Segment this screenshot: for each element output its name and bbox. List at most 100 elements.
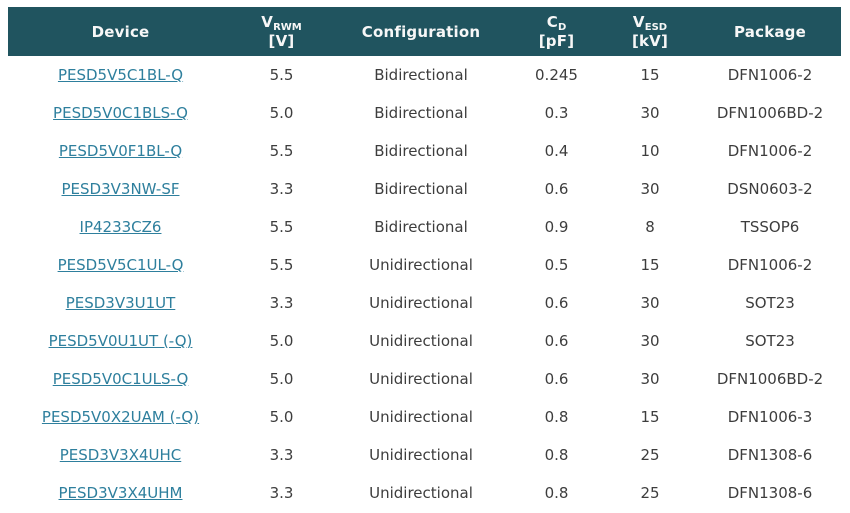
package-cell: DSN0603-2 bbox=[699, 170, 841, 208]
vrwm-cell: 5.5 bbox=[233, 132, 330, 170]
col-header-vesd: VESD [kV] bbox=[601, 7, 699, 56]
table-header: Device VRWM [V] Configuration CD [pF] VE… bbox=[8, 7, 841, 56]
device-link[interactable]: PESD3V3X4UHC bbox=[59, 446, 182, 464]
cd-subscript: D bbox=[557, 21, 567, 33]
table-body: PESD5V5C1BL-Q 5.5 Bidirectional 0.245 15… bbox=[8, 56, 841, 512]
vesd-cell: 30 bbox=[601, 322, 699, 360]
package-cell: DFN1006BD-2 bbox=[699, 360, 841, 398]
device-link[interactable]: PESD5V0U1UT (-Q) bbox=[48, 332, 193, 350]
vesd-cell: 25 bbox=[601, 436, 699, 474]
vesd-unit: [kV] bbox=[631, 31, 669, 50]
cd-cell: 0.8 bbox=[512, 474, 601, 512]
package-cell: DFN1006-2 bbox=[699, 246, 841, 284]
package-cell: DFN1006-2 bbox=[699, 132, 841, 170]
vrwm-cell: 3.3 bbox=[233, 436, 330, 474]
configuration-cell: Unidirectional bbox=[330, 322, 512, 360]
vrwm-cell: 5.0 bbox=[233, 322, 330, 360]
vesd-subscript: ESD bbox=[644, 21, 668, 33]
configuration-cell: Unidirectional bbox=[330, 246, 512, 284]
vesd-cell: 8 bbox=[601, 208, 699, 246]
package-cell: DFN1308-6 bbox=[699, 474, 841, 512]
vrwm-cell: 5.5 bbox=[233, 246, 330, 284]
vesd-cell: 30 bbox=[601, 284, 699, 322]
table-row: PESD3V3NW-SF 3.3 Bidirectional 0.6 30 DS… bbox=[8, 170, 841, 208]
package-cell: SOT23 bbox=[699, 284, 841, 322]
cd-cell: 0.8 bbox=[512, 436, 601, 474]
vesd-cell: 30 bbox=[601, 170, 699, 208]
vrwm-cell: 5.0 bbox=[233, 360, 330, 398]
vesd-cell: 15 bbox=[601, 56, 699, 94]
parametric-table: Device VRWM [V] Configuration CD [pF] VE… bbox=[8, 7, 841, 512]
configuration-cell: Unidirectional bbox=[330, 360, 512, 398]
table-row: PESD3V3U1UT 3.3 Unidirectional 0.6 30 SO… bbox=[8, 284, 841, 322]
device-cell: PESD5V0U1UT (-Q) bbox=[8, 322, 233, 360]
col-header-configuration: Configuration bbox=[330, 7, 512, 56]
configuration-cell: Unidirectional bbox=[330, 436, 512, 474]
header-row: Device VRWM [V] Configuration CD [pF] VE… bbox=[8, 7, 841, 56]
table-row: PESD5V0U1UT (-Q) 5.0 Unidirectional 0.6 … bbox=[8, 322, 841, 360]
device-cell: PESD5V0C1BLS-Q bbox=[8, 94, 233, 132]
device-link[interactable]: PESD3V3U1UT bbox=[65, 294, 176, 312]
cd-cell: 0.6 bbox=[512, 170, 601, 208]
cd-cell: 0.9 bbox=[512, 208, 601, 246]
device-link[interactable]: PESD5V5C1UL-Q bbox=[57, 256, 184, 274]
vrwm-cell: 3.3 bbox=[233, 284, 330, 322]
configuration-cell: Bidirectional bbox=[330, 94, 512, 132]
col-header-device: Device bbox=[8, 7, 233, 56]
device-link[interactable]: PESD5V0C1ULS-Q bbox=[52, 370, 189, 388]
configuration-cell: Bidirectional bbox=[330, 132, 512, 170]
vesd-cell: 15 bbox=[601, 398, 699, 436]
table-row: IP4233CZ6 5.5 Bidirectional 0.9 8 TSSOP6 bbox=[8, 208, 841, 246]
cd-cell: 0.6 bbox=[512, 322, 601, 360]
cd-cell: 0.4 bbox=[512, 132, 601, 170]
table-row: PESD5V0C1BLS-Q 5.0 Bidirectional 0.3 30 … bbox=[8, 94, 841, 132]
vesd-cell: 25 bbox=[601, 474, 699, 512]
vrwm-symbol: V bbox=[261, 12, 274, 31]
device-cell: PESD3V3X4UHM bbox=[8, 474, 233, 512]
col-header-vrwm: VRWM [V] bbox=[233, 7, 330, 56]
device-cell: IP4233CZ6 bbox=[8, 208, 233, 246]
device-link[interactable]: IP4233CZ6 bbox=[79, 218, 162, 236]
device-cell: PESD3V3NW-SF bbox=[8, 170, 233, 208]
device-cell: PESD5V0F1BL-Q bbox=[8, 132, 233, 170]
vrwm-cell: 3.3 bbox=[233, 170, 330, 208]
table-row: PESD5V5C1BL-Q 5.5 Bidirectional 0.245 15… bbox=[8, 56, 841, 94]
device-link[interactable]: PESD3V3NW-SF bbox=[61, 180, 180, 198]
cd-symbol: C bbox=[546, 12, 558, 31]
vesd-cell: 10 bbox=[601, 132, 699, 170]
col-header-cd: CD [pF] bbox=[512, 7, 601, 56]
device-cell: PESD5V0C1ULS-Q bbox=[8, 360, 233, 398]
cd-cell: 0.6 bbox=[512, 284, 601, 322]
vrwm-cell: 5.0 bbox=[233, 94, 330, 132]
package-cell: DFN1308-6 bbox=[699, 436, 841, 474]
device-link[interactable]: PESD5V0X2UAM (-Q) bbox=[41, 408, 200, 426]
configuration-cell: Unidirectional bbox=[330, 474, 512, 512]
device-cell: PESD5V5C1UL-Q bbox=[8, 246, 233, 284]
cd-unit: [pF] bbox=[538, 31, 575, 50]
table-row: PESD5V5C1UL-Q 5.5 Unidirectional 0.5 15 … bbox=[8, 246, 841, 284]
configuration-cell: Unidirectional bbox=[330, 398, 512, 436]
cd-cell: 0.6 bbox=[512, 360, 601, 398]
vesd-cell: 30 bbox=[601, 360, 699, 398]
vrwm-cell: 5.5 bbox=[233, 208, 330, 246]
cd-cell: 0.5 bbox=[512, 246, 601, 284]
vrwm-cell: 5.5 bbox=[233, 56, 330, 94]
vrwm-cell: 3.3 bbox=[233, 474, 330, 512]
cd-cell: 0.3 bbox=[512, 94, 601, 132]
device-link[interactable]: PESD5V0C1BLS-Q bbox=[53, 104, 188, 122]
configuration-cell: Bidirectional bbox=[330, 170, 512, 208]
table-row: PESD5V0F1BL-Q 5.5 Bidirectional 0.4 10 D… bbox=[8, 132, 841, 170]
col-header-package: Package bbox=[699, 7, 841, 56]
package-cell: TSSOP6 bbox=[699, 208, 841, 246]
device-cell: PESD3V3X4UHC bbox=[8, 436, 233, 474]
device-cell: PESD5V0X2UAM (-Q) bbox=[8, 398, 233, 436]
table-row: PESD3V3X4UHC 3.3 Unidirectional 0.8 25 D… bbox=[8, 436, 841, 474]
package-cell: DFN1006-2 bbox=[699, 56, 841, 94]
device-cell: PESD3V3U1UT bbox=[8, 284, 233, 322]
device-link[interactable]: PESD3V3X4UHM bbox=[58, 484, 183, 502]
device-link[interactable]: PESD5V5C1BL-Q bbox=[57, 66, 184, 84]
device-selection-table: Device VRWM [V] Configuration CD [pF] VE… bbox=[8, 7, 841, 512]
vrwm-unit: [V] bbox=[268, 31, 295, 50]
package-cell: DFN1006BD-2 bbox=[699, 94, 841, 132]
device-link[interactable]: PESD5V0F1BL-Q bbox=[58, 142, 183, 160]
